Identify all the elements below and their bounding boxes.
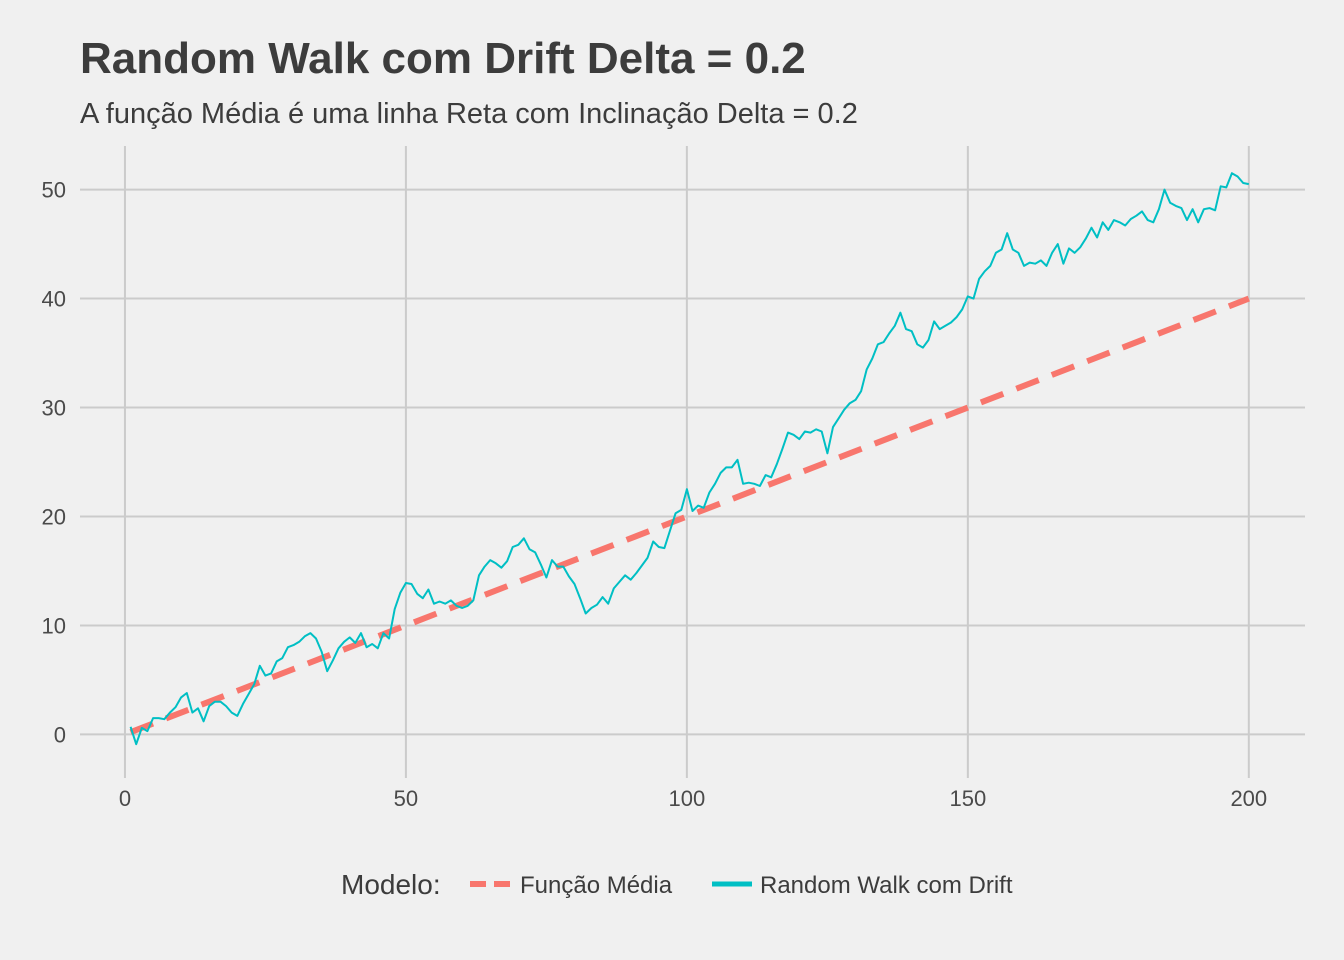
y-tick-label: 0 xyxy=(54,722,66,747)
mean-function-line xyxy=(129,295,1250,735)
y-tick-label: 30 xyxy=(42,396,66,421)
chart-subtitle: A função Média é uma linha Reta com Incl… xyxy=(80,98,858,130)
grid-lines xyxy=(80,146,1305,778)
legend: Modelo: Função Média Random Walk com Drift xyxy=(341,869,1013,900)
y-tick-label: 50 xyxy=(42,178,66,203)
y-tick-label: 40 xyxy=(42,287,66,312)
x-tick-label: 150 xyxy=(949,786,986,811)
random-walk-line xyxy=(129,172,1249,746)
chart-title: Random Walk com Drift Delta = 0.2 xyxy=(80,34,806,83)
x-tick-label: 100 xyxy=(669,786,706,811)
y-tick-label: 20 xyxy=(42,504,66,529)
x-tick-label: 200 xyxy=(1230,786,1267,811)
legend-label: Random Walk com Drift xyxy=(760,872,1013,899)
legend-title: Modelo: xyxy=(341,869,441,900)
legend-label: Função Média xyxy=(520,872,673,899)
tick-labels: 0 50 100 150 200 0 10 20 30 40 50 xyxy=(42,178,1268,811)
x-tick-label: 50 xyxy=(394,786,418,811)
series-lines xyxy=(129,172,1250,746)
y-tick-label: 10 xyxy=(42,613,66,638)
x-tick-label: 0 xyxy=(119,786,131,811)
